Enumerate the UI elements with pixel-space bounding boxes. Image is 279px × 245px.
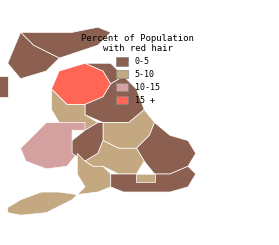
Polygon shape	[8, 153, 111, 215]
Polygon shape	[85, 76, 144, 122]
Polygon shape	[52, 63, 111, 104]
Polygon shape	[85, 63, 124, 84]
Polygon shape	[0, 76, 8, 97]
Polygon shape	[136, 122, 196, 174]
Polygon shape	[136, 174, 155, 182]
Polygon shape	[72, 122, 103, 161]
Polygon shape	[52, 89, 98, 130]
Polygon shape	[8, 32, 59, 79]
Polygon shape	[21, 122, 85, 169]
Legend: 0-5, 5-10, 10-15, 15 +: 0-5, 5-10, 10-15, 15 +	[79, 31, 197, 107]
Polygon shape	[85, 141, 144, 174]
Polygon shape	[103, 110, 155, 148]
Polygon shape	[21, 27, 111, 58]
Polygon shape	[111, 166, 196, 192]
